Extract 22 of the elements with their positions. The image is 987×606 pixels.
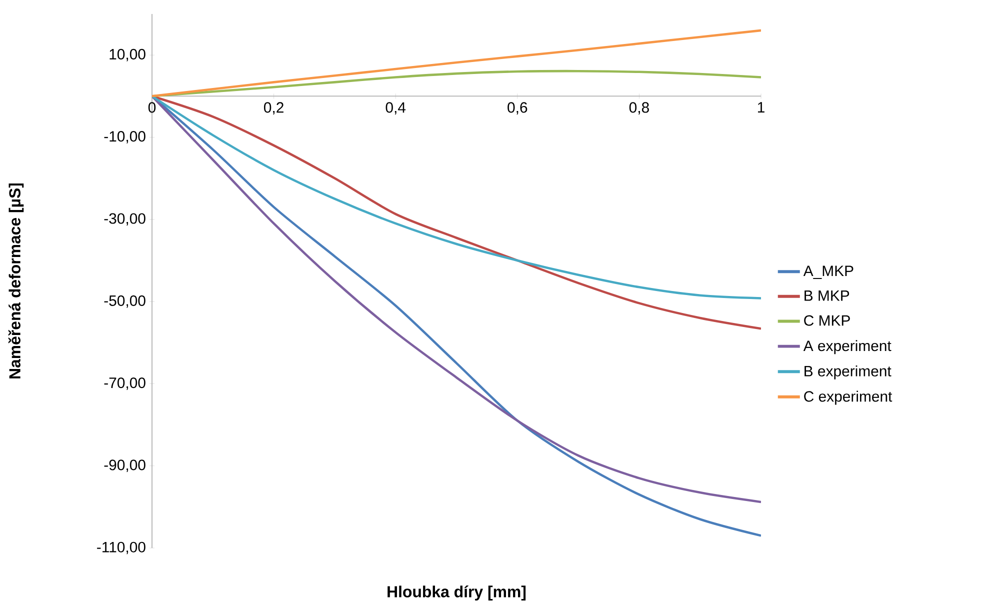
x-tick-label: 0 — [148, 102, 156, 113]
x-axis-title: Hloubka díry [mm] — [388, 586, 526, 601]
legend-label: A_MKP — [803, 266, 854, 279]
y-axis-title: Naměřená deformace [µS] — [8, 183, 24, 378]
x-tick-label: 0,8 — [629, 102, 649, 115]
legend-label: A experiment — [803, 340, 892, 354]
legend-label: C experiment — [804, 390, 892, 405]
legend-label: B MKP — [804, 290, 850, 301]
legend-label: C MKP — [804, 315, 850, 326]
x-tick-label: 0,4 — [386, 102, 406, 115]
y-tick-label: -110,00 — [97, 542, 146, 554]
line-series — [152, 29, 762, 98]
y-tick-label: -70,00 — [104, 378, 146, 390]
x-tick-label: 0,2 — [264, 102, 284, 115]
y-tick-label: -10,00 — [104, 131, 146, 144]
legend-label: B experiment — [804, 365, 892, 380]
y-tick-label: -90,00 — [104, 460, 146, 472]
x-tick-label: 1 — [758, 102, 764, 112]
x-tick-label: 0,6 — [508, 102, 528, 115]
y-tick-label: -50,00 — [104, 295, 146, 308]
y-tick-label: -30,00 — [104, 213, 146, 226]
y-tick-label: 10,00 — [110, 48, 146, 62]
